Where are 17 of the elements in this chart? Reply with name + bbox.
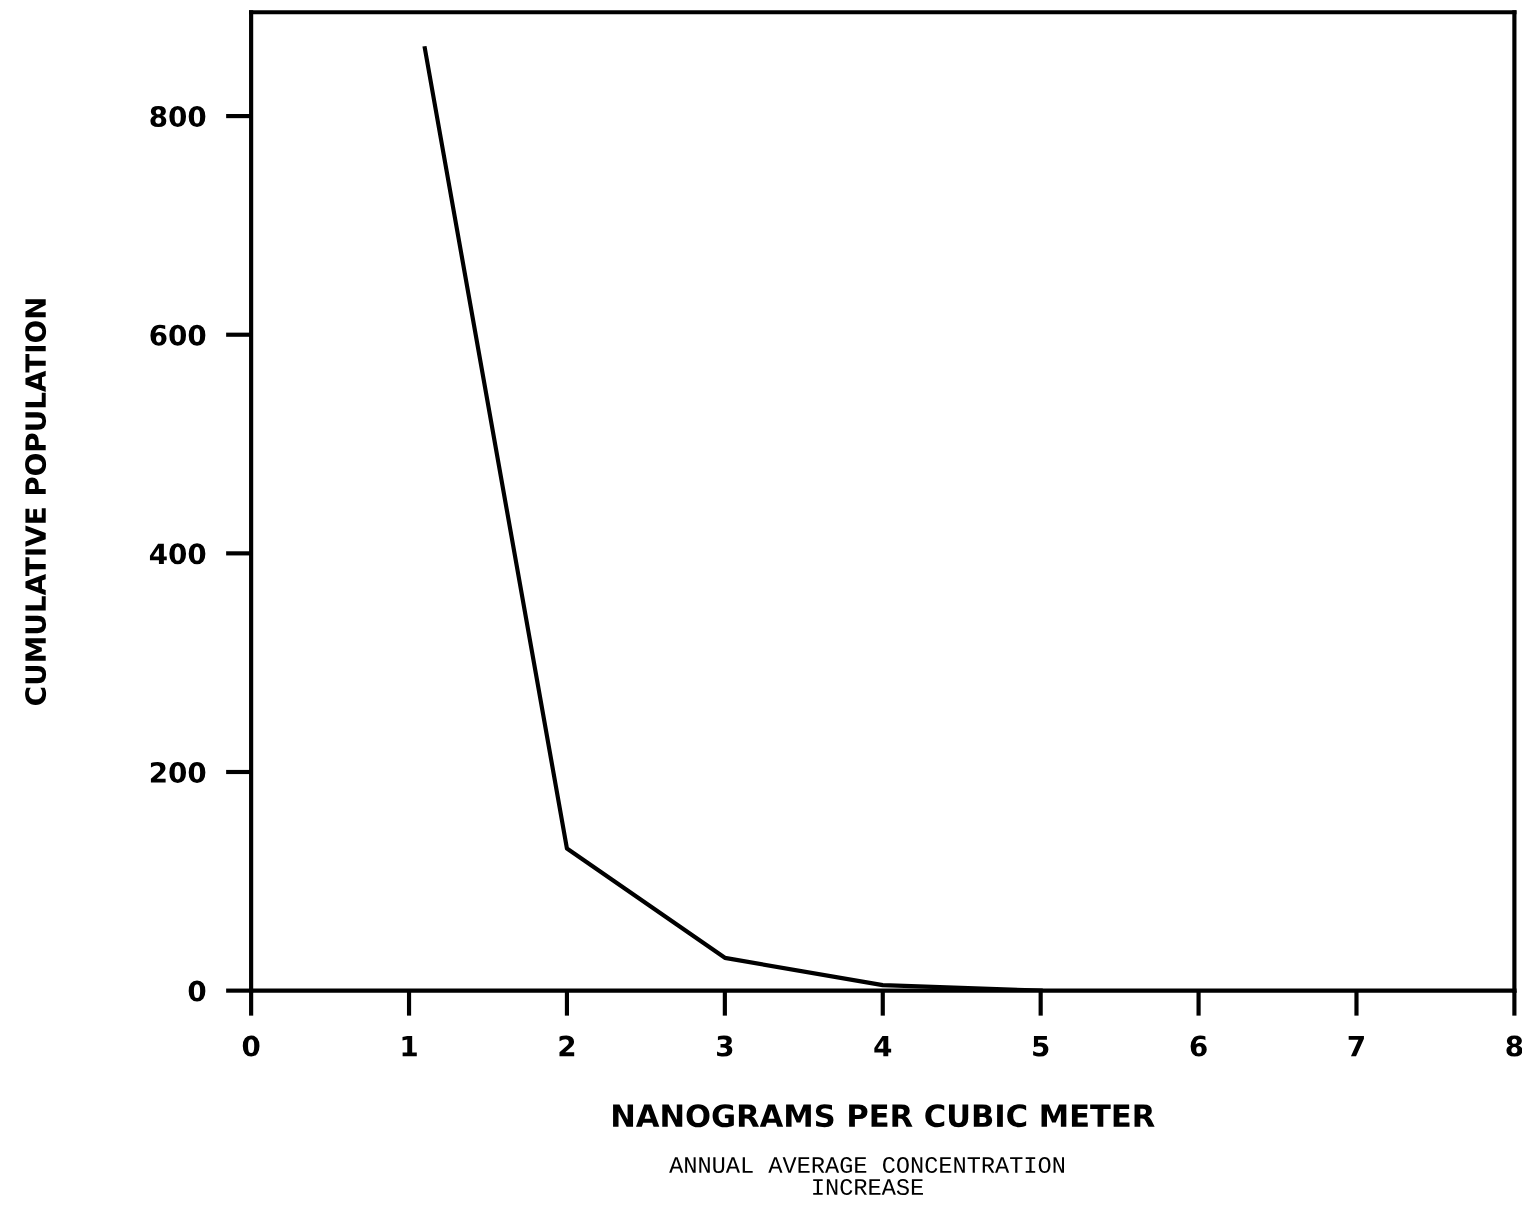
x-tick-label: 4 bbox=[874, 1035, 892, 1057]
x-tick-label: 3 bbox=[717, 1035, 733, 1057]
y-tick-label: 0 bbox=[188, 980, 206, 1002]
x-tick-label: 5 bbox=[1033, 1035, 1049, 1057]
x-tick-label: 8 bbox=[1506, 1035, 1522, 1057]
y-tick-label: 800 bbox=[150, 106, 206, 128]
x-tick-label: 6 bbox=[1190, 1035, 1207, 1057]
x-tick-label: 2 bbox=[559, 1035, 575, 1057]
x-axis-title: NANOGRAMS PER CUBIC METER bbox=[613, 1104, 1155, 1128]
x-tick-label: 0 bbox=[242, 1035, 260, 1057]
y-tick-label: 600 bbox=[150, 324, 206, 346]
x-tick-label: 7 bbox=[1348, 1035, 1364, 1057]
text: ANNUAL AVERAGE CONCENTRATION INCREASE bbox=[669, 1157, 1065, 1196]
x-tick-label: 1 bbox=[402, 1035, 417, 1057]
y-axis-title: CUMULATIVE POPULATION bbox=[25, 299, 47, 705]
y-tick-label: 400 bbox=[149, 543, 206, 565]
y-tick-label: 200 bbox=[150, 761, 206, 783]
